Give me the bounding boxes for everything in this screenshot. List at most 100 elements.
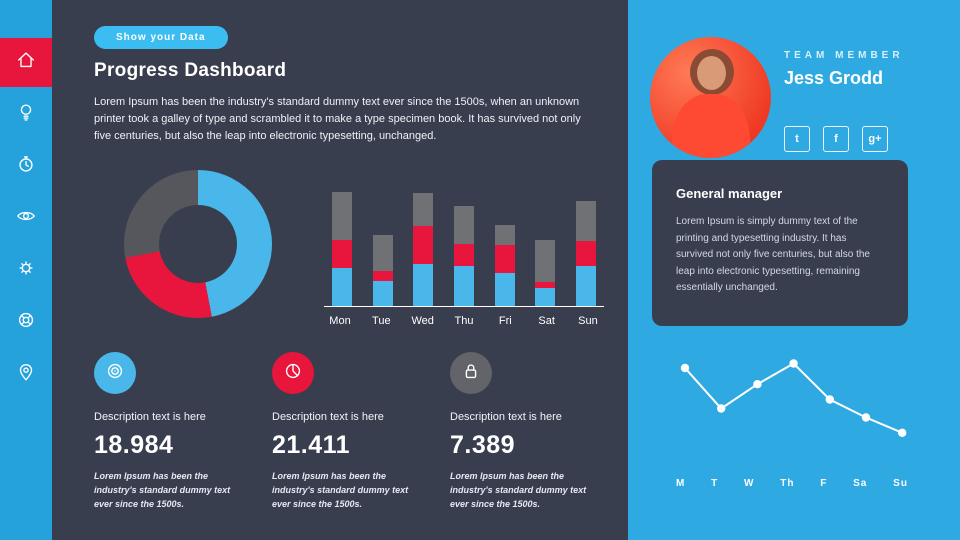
bar-segment-red: [453, 244, 474, 266]
map-pin-icon: [15, 361, 37, 388]
social-links: t f g+: [784, 126, 888, 152]
avatar: [650, 37, 771, 158]
line-chart-labels: M T W Th F Sa Su: [652, 478, 932, 489]
line-category-label: T: [711, 478, 719, 489]
page-title: Progress Dashboard: [94, 60, 287, 81]
bar-category-label: Thu: [454, 315, 474, 327]
stat-value: 21.411: [272, 431, 351, 459]
bar-segment-blue: [332, 268, 352, 306]
stat-block-2: Description text is here 21.411 Lorem Ip…: [272, 352, 430, 512]
line-point: [753, 380, 762, 389]
google-plus-button[interactable]: g+: [862, 126, 888, 152]
bar-segment-red: [413, 226, 434, 264]
line-category-label: F: [820, 478, 828, 489]
bar-segment-gray: [413, 193, 434, 226]
bar-segment-red: [535, 282, 556, 288]
bar-segment-red: [575, 241, 596, 266]
stats-row: Description text is here 18.984 Lorem Ip…: [94, 352, 608, 512]
line-category-label: Su: [893, 478, 908, 489]
bar-segment-gray: [575, 201, 596, 241]
team-member-label: TEAM MEMBER: [784, 50, 904, 61]
donut-chart: [124, 170, 272, 318]
sidebar: [0, 0, 52, 540]
bar-sun: [575, 201, 596, 306]
bar-segment-blue: [535, 288, 556, 306]
sidebar-item-idea[interactable]: [0, 90, 52, 139]
line-category-label: M: [676, 478, 686, 489]
avatar-face: [697, 56, 726, 90]
sidebar-item-visibility[interactable]: [0, 194, 52, 243]
show-data-button[interactable]: Show your Data: [94, 26, 228, 49]
stat-description: Description text is here: [272, 411, 384, 423]
bar-segment-blue: [453, 266, 474, 306]
twitter-button[interactable]: t: [784, 126, 810, 152]
bar-category-label: Sat: [538, 315, 555, 327]
bar-segment-gray: [453, 206, 474, 244]
sidebar-item-settings[interactable]: [0, 246, 52, 295]
lightbulb-icon: [15, 101, 37, 128]
stat-description: Description text is here: [450, 411, 562, 423]
stat-block-1: Description text is here 18.984 Lorem Ip…: [94, 352, 252, 512]
pie-icon: [282, 360, 304, 387]
lifering-icon: [15, 309, 37, 336]
stat-value: 7.389: [450, 431, 516, 459]
bar-segment-gray: [535, 240, 556, 282]
bar-category-label: Wed: [411, 315, 434, 327]
bar-thu: [453, 206, 474, 306]
bar-segment-red: [494, 245, 515, 273]
line-point: [861, 413, 871, 422]
line-point: [789, 359, 798, 368]
line-point: [717, 404, 726, 413]
stat-block-3: Description text is here 7.389 Lorem Ips…: [450, 352, 608, 512]
bar-fri: [494, 225, 515, 306]
gear-icon: [15, 257, 37, 284]
dashboard-panel: Show your Data Progress Dashboard Lorem …: [52, 0, 628, 540]
bar-chart: Mon Tue Wed Thu Fri Sat Sun: [324, 188, 604, 327]
lock-icon: [460, 360, 482, 387]
target-icon: [104, 360, 126, 387]
sidebar-item-location[interactable]: [0, 350, 52, 399]
facebook-button[interactable]: f: [823, 126, 849, 152]
line-chart: [652, 342, 932, 454]
line-category-label: Sa: [853, 478, 868, 489]
bar-mon: [332, 192, 352, 306]
bar-category-label: Mon: [329, 315, 351, 327]
home-icon: [15, 49, 37, 76]
sidebar-item-timer[interactable]: [0, 142, 52, 191]
team-role: General manager: [676, 186, 783, 201]
bar-tue: [372, 235, 393, 306]
team-card: General manager Lorem Ipsum is simply du…: [652, 160, 908, 326]
bar-segment-gray: [332, 192, 352, 240]
line-category-label: W: [744, 478, 755, 489]
avatar-dress: [672, 94, 750, 158]
stat-icon-circle-2: [272, 352, 314, 394]
sidebar-item-home[interactable]: [0, 38, 52, 87]
stopwatch-icon: [15, 153, 37, 180]
line-point: [680, 363, 690, 373]
bar-category-label: Tue: [372, 315, 391, 327]
bar-category-label: Fri: [498, 315, 512, 327]
bar-segment-blue: [372, 281, 393, 306]
sidebar-item-support[interactable]: [0, 298, 52, 347]
bar-wed: [413, 193, 434, 306]
stat-icon-circle-1: [94, 352, 136, 394]
bar-sat: [535, 240, 556, 306]
bar-segment-red: [372, 271, 393, 281]
team-bio: Lorem Ipsum is simply dummy text of the …: [676, 216, 870, 293]
bar-segment-blue: [494, 273, 515, 306]
intro-text: Lorem Ipsum has been the industry's stan…: [94, 96, 581, 143]
stat-note: Lorem Ipsum has been the industry's stan…: [94, 471, 231, 509]
bar-category-label: Sun: [578, 315, 598, 327]
stat-icon-circle-3: [450, 352, 492, 394]
bar-segment-blue: [575, 266, 596, 306]
bar-chart-bars: [324, 188, 604, 306]
team-member-name: Jess Grodd: [784, 68, 884, 88]
line-point: [825, 395, 834, 404]
line-category-label: Th: [780, 478, 795, 489]
stat-note: Lorem Ipsum has been the industry's stan…: [450, 471, 587, 509]
bar-chart-axis: [324, 306, 604, 307]
team-panel: TEAM MEMBER Jess Grodd t f g+ General ma…: [628, 0, 960, 540]
bar-segment-gray: [494, 225, 515, 245]
donut-hole: [159, 205, 237, 283]
